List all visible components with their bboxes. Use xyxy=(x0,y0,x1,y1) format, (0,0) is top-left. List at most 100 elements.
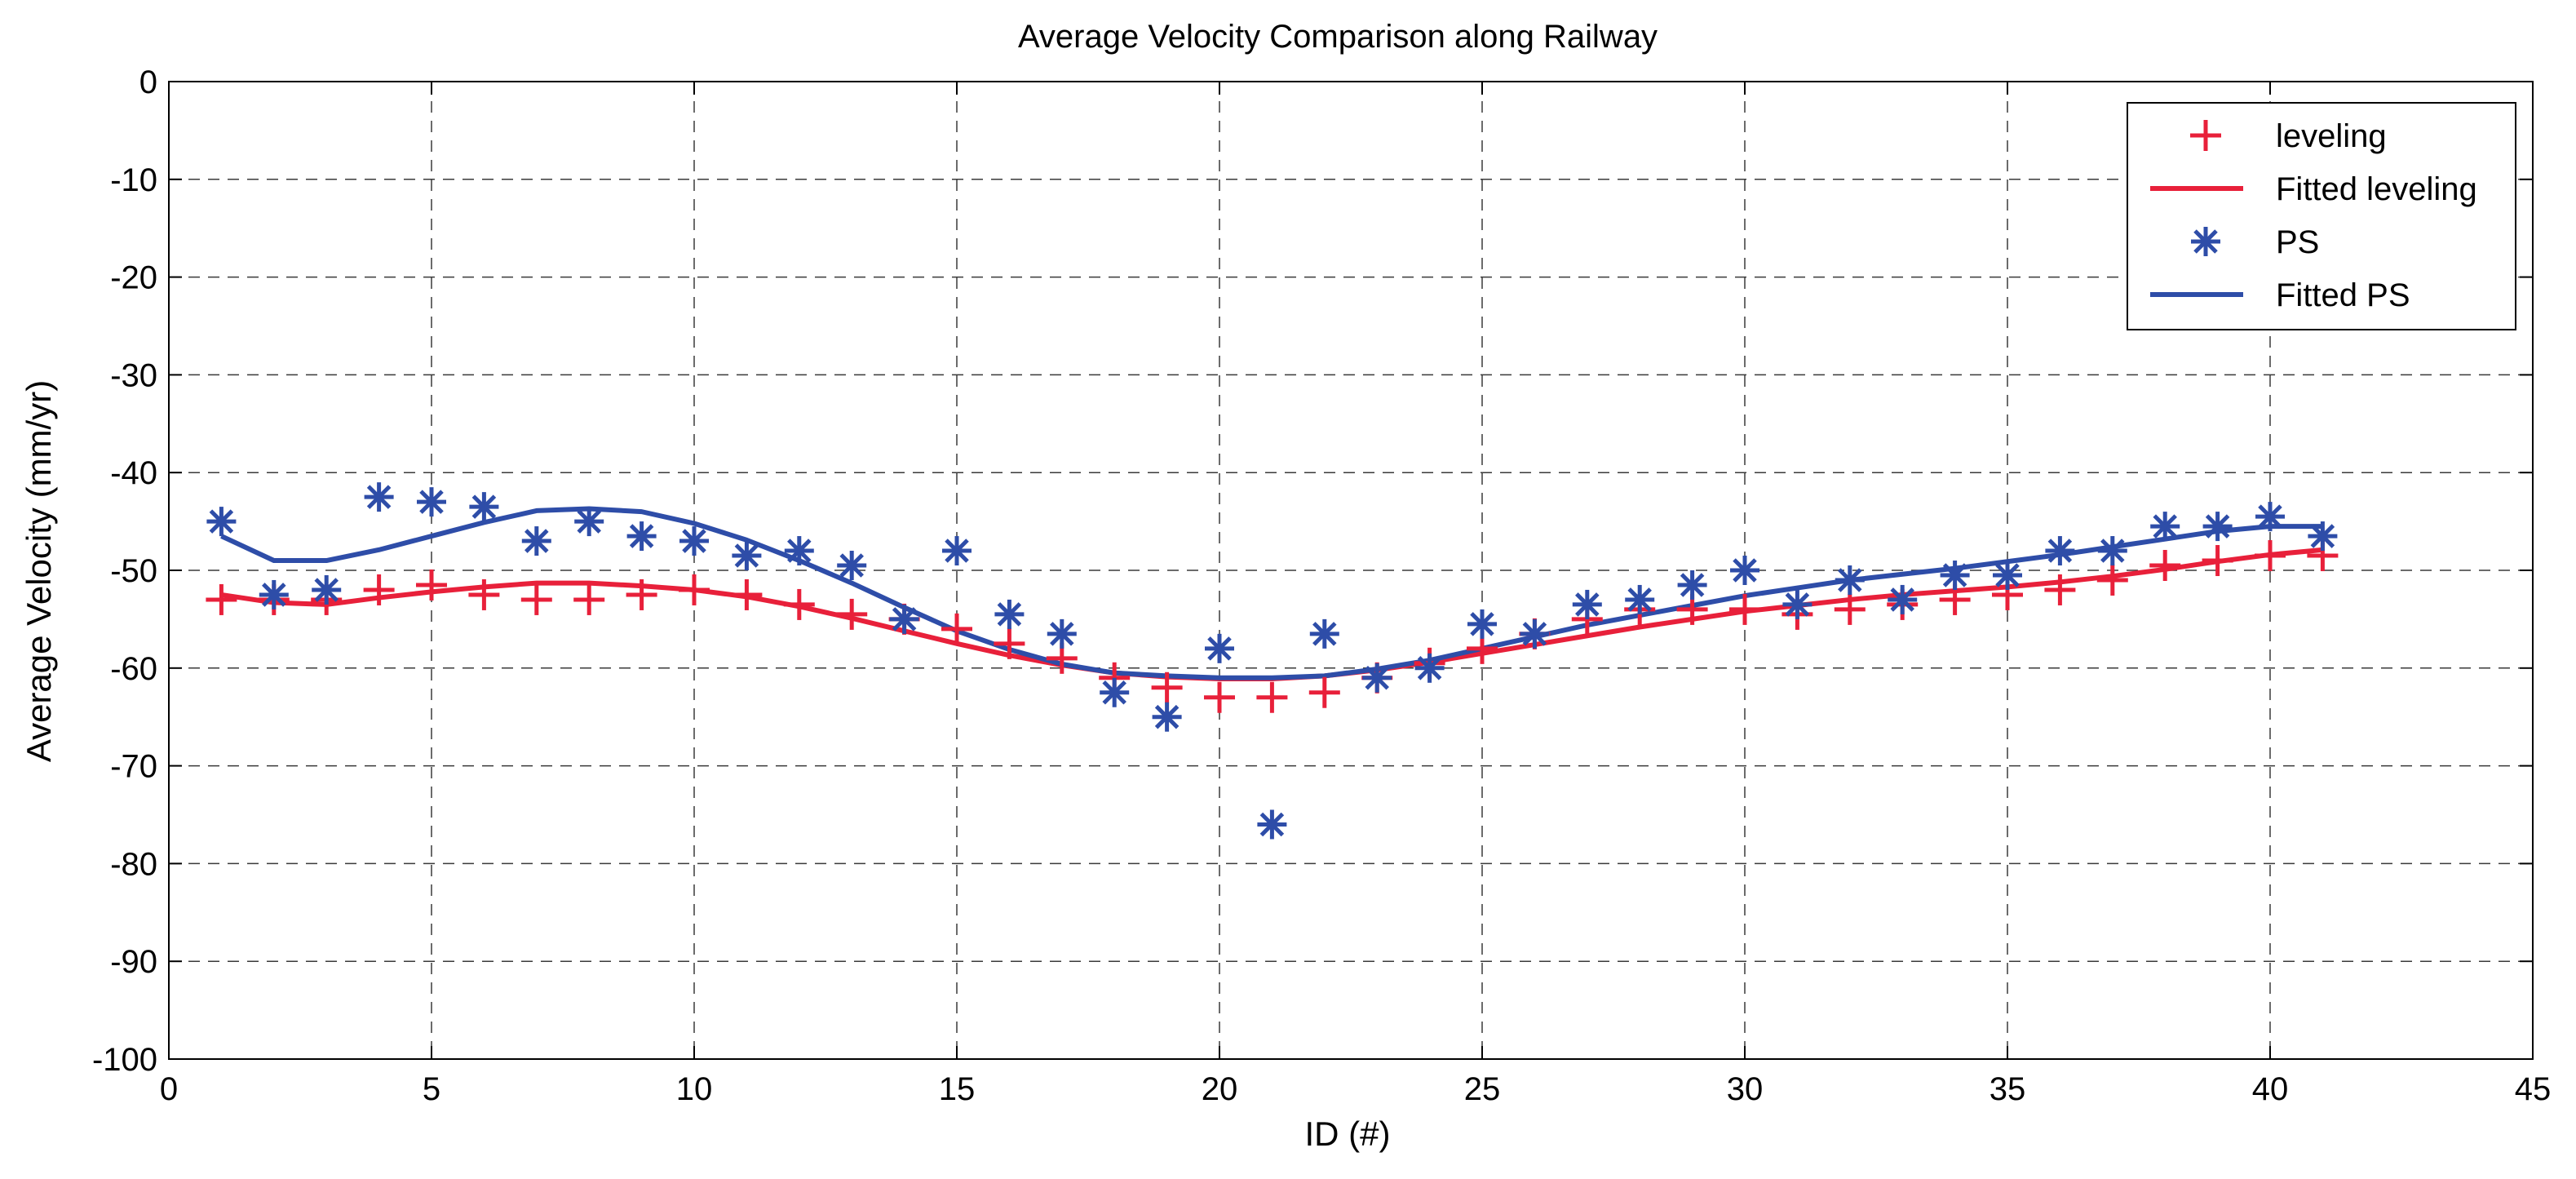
data-point-ps xyxy=(2150,512,2180,542)
marker-stroke xyxy=(1785,592,1810,617)
data-point-ps xyxy=(942,536,972,566)
data-point-ps xyxy=(1520,618,1550,649)
legend-item: Fitted PS xyxy=(2150,277,2410,313)
marker-stroke xyxy=(1312,622,1337,646)
data-point-leveling xyxy=(2149,550,2181,582)
x-tick-label: 20 xyxy=(1202,1071,1238,1107)
marker-stroke xyxy=(2258,504,2282,529)
data-point-leveling xyxy=(2096,564,2128,596)
legend-box xyxy=(2127,102,2516,330)
data-point-ps xyxy=(2202,512,2233,542)
legend-label: Fitted PS xyxy=(2276,277,2410,313)
marker-stroke xyxy=(734,543,759,568)
data-point-leveling xyxy=(206,583,237,615)
marker-stroke xyxy=(1365,666,1389,690)
marker-stroke xyxy=(1627,587,1652,612)
x-tick-label: 30 xyxy=(1727,1071,1764,1107)
marker-stroke xyxy=(209,509,234,534)
marker-stroke xyxy=(577,509,601,534)
marker-stroke xyxy=(892,607,917,632)
data-point-leveling xyxy=(731,578,763,610)
data-point-ps xyxy=(889,604,919,634)
data-point-ps xyxy=(1888,584,1918,614)
data-point-ps xyxy=(364,482,394,512)
marker-stroke xyxy=(1733,558,1757,583)
y-tick-label: -20 xyxy=(110,260,157,296)
marker-stroke xyxy=(1942,563,1967,587)
data-point-leveling xyxy=(573,583,605,615)
legend: leveling Fitted leveling PS Fitted PS xyxy=(2127,102,2516,330)
x-tick-label: 10 xyxy=(676,1071,713,1107)
y-tick-label: -70 xyxy=(110,749,157,785)
y-tick-label: -60 xyxy=(110,651,157,687)
data-point-leveling xyxy=(468,578,500,610)
chart-title: Average Velocity Comparison along Railwa… xyxy=(1018,19,1658,55)
series-line-fitted-ps xyxy=(220,506,2323,680)
marker-stroke xyxy=(419,490,444,514)
data-point-ps xyxy=(2097,536,2127,566)
data-point-leveling xyxy=(2044,574,2076,605)
data-point-ps xyxy=(837,551,867,581)
legend-label: PS xyxy=(2276,224,2319,260)
axis-ticks: 0 5 10 15 20 25 30 35 40 45 0 -10 -20 -30 -40 -50 -60 -70… xyxy=(92,64,2551,1107)
marker-stroke xyxy=(1102,680,1126,705)
data-point-ps xyxy=(1467,609,1497,639)
data-point-ps xyxy=(521,526,551,556)
data-point-ps xyxy=(1940,560,1970,590)
marker-stroke xyxy=(1995,563,2020,587)
marker-stroke xyxy=(1470,612,1494,636)
data-point-leveling xyxy=(626,578,657,610)
x-tick-label: 15 xyxy=(939,1071,976,1107)
marker-stroke xyxy=(2193,229,2218,254)
y-tick-label: -50 xyxy=(110,553,157,589)
y-tick-label: -40 xyxy=(110,455,157,491)
y-tick-label: 0 xyxy=(139,64,157,100)
data-point-ps xyxy=(1835,565,1865,595)
data-point-ps xyxy=(574,507,604,537)
data-point-ps xyxy=(1257,809,1287,840)
data-point-ps xyxy=(1993,560,2022,590)
data-point-ps xyxy=(417,487,446,517)
data-point-leveling xyxy=(1256,681,1288,713)
data-point-leveling xyxy=(783,588,815,620)
x-tick-label: 5 xyxy=(423,1071,440,1107)
marker-stroke xyxy=(1575,592,1600,617)
marker-stroke xyxy=(1680,573,1705,597)
data-point-ps xyxy=(994,599,1025,629)
marker-stroke xyxy=(1522,622,1547,646)
legend-label: Fitted leveling xyxy=(2276,171,2477,207)
data-point-ps xyxy=(2308,521,2338,552)
series-markers-ps xyxy=(206,482,2338,840)
data-point-ps xyxy=(1152,702,1182,732)
data-point-leveling xyxy=(1151,671,1183,703)
x-tick-label: 40 xyxy=(2252,1071,2289,1107)
data-point-leveling xyxy=(1834,593,1866,625)
data-point-leveling xyxy=(679,574,710,605)
marker-stroke xyxy=(787,539,812,563)
data-point-ps xyxy=(784,536,814,566)
data-point-ps xyxy=(1782,589,1812,619)
data-point-ps xyxy=(1414,653,1445,683)
marker-stroke xyxy=(997,602,1022,627)
plot-frame xyxy=(168,81,2534,1060)
legend-item: Fitted leveling xyxy=(2150,171,2477,207)
marker-stroke xyxy=(1838,568,1862,592)
marker-stroke xyxy=(314,578,339,602)
data-point-leveling xyxy=(1308,676,1340,708)
data-point-ps xyxy=(1572,589,1602,619)
x-tick-label: 35 xyxy=(1990,1071,2026,1107)
data-point-ps xyxy=(1362,663,1392,693)
marker-stroke xyxy=(2100,539,2125,563)
y-tick-label: -30 xyxy=(110,357,157,393)
legend-swatch-plus xyxy=(2190,120,2221,151)
y-tick-label: -80 xyxy=(110,846,157,882)
data-point-leveling xyxy=(2255,540,2286,572)
data-point-leveling xyxy=(416,569,447,601)
x-tick-label: 0 xyxy=(160,1071,178,1107)
y-tick-label: -90 xyxy=(110,944,157,980)
marker-stroke xyxy=(366,485,392,509)
data-point-leveling xyxy=(941,613,972,645)
data-point-leveling xyxy=(836,598,868,630)
marker-stroke xyxy=(524,529,549,553)
